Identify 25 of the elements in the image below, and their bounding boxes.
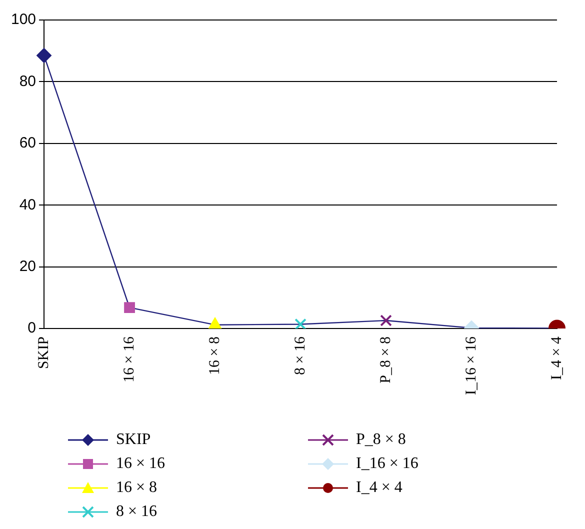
- x-tick-label: 16 × 8: [206, 336, 223, 376]
- y-tick-label: 100: [10, 11, 36, 28]
- legend-label: 8 × 16: [116, 503, 158, 521]
- x-tick-label: 8 × 16: [292, 336, 308, 376]
- legend-label: P_8 × 8: [356, 431, 406, 449]
- point: [380, 314, 392, 326]
- point: [294, 318, 306, 329]
- x-tick-label: I_16 × 16: [463, 336, 480, 396]
- y-tick-label: 0: [28, 320, 36, 337]
- legend-label: I_4 × 4: [356, 479, 402, 497]
- legend-label: 16 × 16: [116, 455, 166, 473]
- y-tick-label: 20: [19, 258, 36, 275]
- y-tick-label: 80: [19, 72, 36, 90]
- y-tick-label: 40: [19, 196, 36, 214]
- x-tick-label: P_8 × 8: [378, 336, 394, 384]
- point: [124, 302, 135, 314]
- legend-label: SKIP: [116, 431, 151, 449]
- legend-label: I_16 × 16: [356, 455, 418, 473]
- y-tick-label: 60: [19, 134, 36, 152]
- legend-label: 16 × 8: [116, 479, 158, 497]
- x-tick-label: SKIP: [36, 336, 52, 370]
- x-tick-label: I_4 × 4: [548, 336, 565, 380]
- x-tick-label: 16 × 16: [121, 336, 138, 383]
- point: [208, 317, 222, 329]
- point: [36, 48, 52, 63]
